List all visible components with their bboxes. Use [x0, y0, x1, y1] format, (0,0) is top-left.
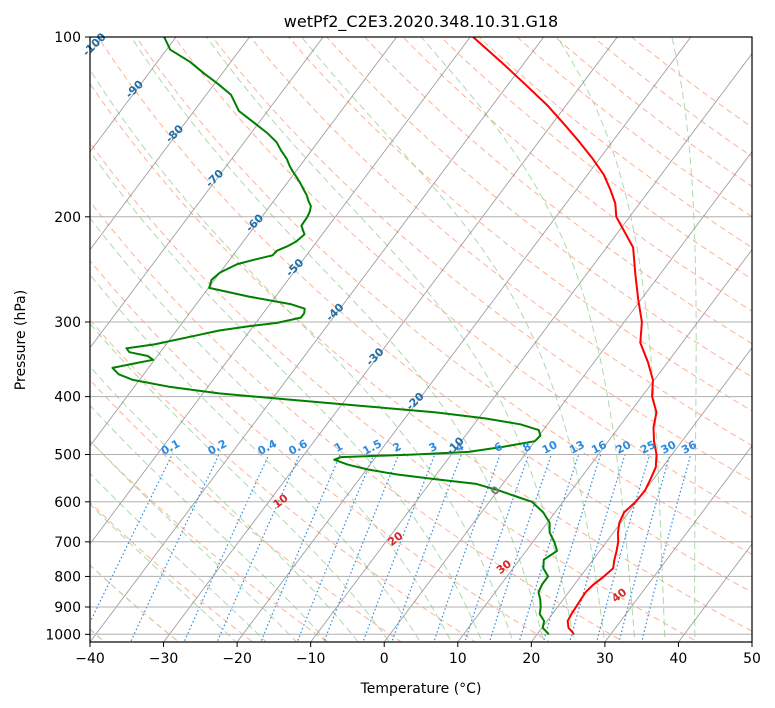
dry-adiabat-line [90, 259, 551, 642]
dry-adiabat-line [440, 37, 752, 280]
dry-adiabat-line [211, 37, 752, 482]
isotherm-line [236, 37, 692, 642]
chart-title: wetPf2_C2E3.2020.348.10.31.G18 [284, 12, 558, 32]
dry-adiabat-line [287, 37, 752, 412]
isotherm-line [457, 248, 752, 642]
moist-adiabat-line [206, 37, 575, 642]
mixing-ratio-label: 36 [679, 438, 699, 457]
isotherm-line [677, 543, 752, 642]
x-tick-label: 30 [596, 651, 614, 667]
mixing-ratio-line [618, 454, 671, 642]
isotherm-line [90, 37, 471, 545]
y-tick-label: 100 [54, 30, 81, 46]
mixing-ratio-line [362, 454, 436, 642]
x-tick-label: 40 [670, 651, 688, 667]
y-tick-label: 400 [54, 390, 81, 406]
y-tick-label: 600 [54, 495, 81, 511]
mixing-ratio-line [216, 454, 301, 642]
isotherm-line [163, 37, 618, 642]
dry-adiabat-line [90, 200, 625, 642]
y-tick-label: 900 [54, 600, 81, 616]
mixing-ratio-line [569, 454, 626, 642]
isotherm-line [90, 37, 324, 349]
mixing-ratio-line [183, 454, 270, 642]
x-tick-label: −40 [75, 651, 105, 667]
dry-adiabats [90, 37, 752, 642]
y-tick-label: 500 [54, 448, 81, 464]
dry-adiabat-line [90, 82, 752, 632]
isotherm-line [90, 37, 251, 251]
dry-adiabat-line [90, 440, 328, 642]
plot-area [90, 37, 752, 642]
dry-adiabat-line [478, 37, 752, 249]
y-tick-label: 1000 [45, 627, 81, 643]
isotherm-line [310, 52, 752, 642]
isotherm-line [530, 347, 752, 642]
dry-adiabat-line [554, 37, 752, 187]
dry-adiabat-line [364, 37, 752, 345]
isotherm-line [90, 37, 545, 642]
x-tick-label: 10 [449, 651, 467, 667]
mixing-ratio-line [323, 454, 400, 642]
mixing-ratio-label: 25 [638, 438, 658, 457]
y-axis-title: Pressure (hPa) [13, 290, 29, 390]
isotherm-line [90, 37, 177, 153]
isotherm-line [383, 150, 752, 642]
y-tick-label: 800 [54, 569, 81, 585]
x-tick-label: 0 [380, 651, 389, 667]
x-tick-label: 20 [522, 651, 540, 667]
mixing-ratio-label: 30 [659, 438, 679, 457]
mixing-ratio-line [641, 454, 692, 642]
moist-adiabat-line [90, 472, 267, 642]
dry-adiabat-line [402, 37, 752, 312]
mixing-ratio-line [391, 454, 462, 642]
dry-adiabat-line [90, 141, 699, 642]
dry-adiabat-line [135, 37, 752, 555]
isotherms [90, 37, 752, 642]
dry-adiabat-line [592, 37, 752, 158]
x-axis-title: Temperature (°C) [360, 681, 482, 697]
y-tick-label: 300 [54, 315, 81, 331]
mixing-ratio-label: 13 [567, 438, 587, 457]
mixing-ratio-label: 16 [589, 438, 609, 457]
dry-adiabat-line [90, 379, 403, 642]
dry-adiabat-line [97, 37, 752, 593]
mixing-ratio-label: 10 [540, 438, 560, 457]
y-axis: 100 200 300 400 500 600 700 800 900 1000 [45, 30, 90, 643]
mixing-ratio-line [260, 454, 341, 642]
mixing-ratio-lines [90, 454, 692, 642]
x-tick-label: −30 [149, 651, 179, 667]
mixing-ratio-line [129, 454, 220, 642]
mixing-ratio-line [433, 454, 501, 642]
dry-adiabat-line [249, 37, 752, 447]
x-tick-label: −20 [222, 651, 252, 667]
dry-adiabat-line [516, 37, 752, 218]
x-tick-label: 50 [743, 651, 761, 667]
mixing-ratio-line [296, 454, 375, 642]
plot-background [90, 37, 752, 642]
sounding-series [111, 37, 658, 635]
y-tick-label: 700 [54, 535, 81, 551]
dry-adiabat-line [325, 37, 752, 378]
dewpoint-profile-line [111, 37, 558, 635]
y-tick-label: 200 [54, 210, 81, 226]
plot-frame [89, 36, 753, 643]
x-tick-label: −10 [296, 651, 326, 667]
mixing-ratio-line [596, 454, 651, 642]
isotherm-line [604, 445, 752, 642]
x-axis: −40 −30 −20 −10 0 10 20 30 40 50 [75, 642, 761, 667]
mixing-ratio-label: 20 [614, 438, 634, 457]
temperature-profile-line [472, 37, 658, 635]
dry-adiabat-line [173, 37, 752, 518]
